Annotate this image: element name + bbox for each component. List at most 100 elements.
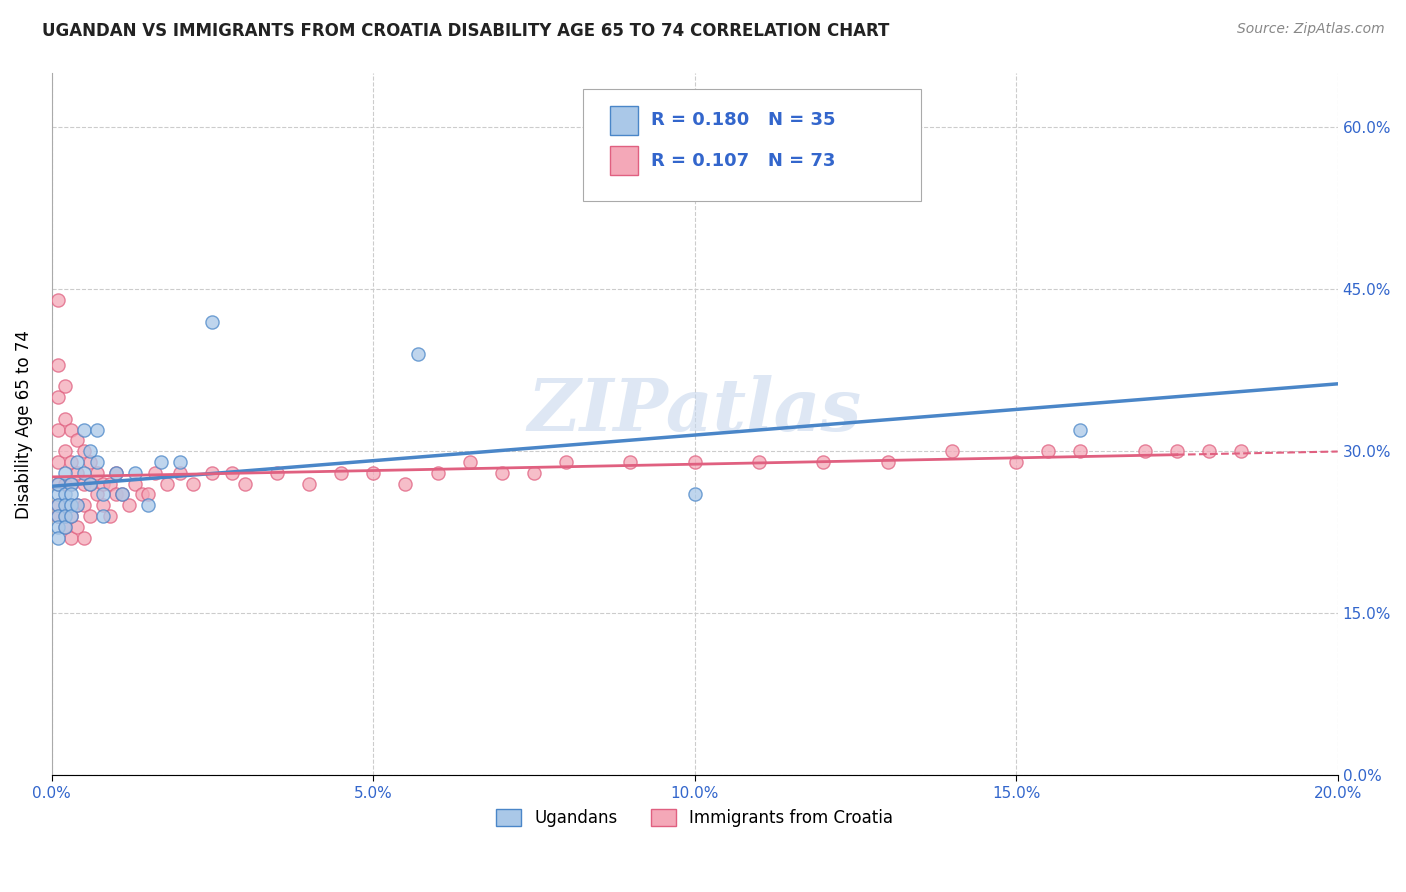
Point <box>66 466 89 480</box>
Point <box>105 466 128 480</box>
Point <box>73 531 96 545</box>
Point <box>1133 444 1156 458</box>
Point <box>86 423 108 437</box>
Point <box>46 390 69 404</box>
Point <box>60 531 83 545</box>
Point <box>53 476 76 491</box>
Point <box>60 509 83 524</box>
Point <box>169 455 191 469</box>
Point <box>181 476 204 491</box>
Point <box>105 487 128 501</box>
Point <box>118 498 141 512</box>
Point <box>201 466 224 480</box>
Point <box>46 423 69 437</box>
Point <box>1005 455 1028 469</box>
Point <box>406 347 429 361</box>
Point <box>60 498 83 512</box>
Point <box>46 476 69 491</box>
Point <box>73 444 96 458</box>
Point <box>98 509 121 524</box>
Point <box>1038 444 1060 458</box>
Legend: Ugandans, Immigrants from Croatia: Ugandans, Immigrants from Croatia <box>489 803 900 834</box>
Point <box>491 466 513 480</box>
Point <box>66 498 89 512</box>
Point <box>156 476 179 491</box>
Point <box>876 455 898 469</box>
Point <box>298 476 321 491</box>
Point <box>266 466 288 480</box>
Point <box>60 423 83 437</box>
Point <box>426 466 449 480</box>
Point <box>136 498 159 512</box>
Point <box>361 466 384 480</box>
Text: Source: ZipAtlas.com: Source: ZipAtlas.com <box>1237 22 1385 37</box>
Point <box>86 455 108 469</box>
Point <box>46 358 69 372</box>
Point <box>53 379 76 393</box>
Point <box>46 455 69 469</box>
Point <box>619 455 641 469</box>
Point <box>111 487 134 501</box>
Point <box>53 509 76 524</box>
Point <box>1069 444 1091 458</box>
Text: UGANDAN VS IMMIGRANTS FROM CROATIA DISABILITY AGE 65 TO 74 CORRELATION CHART: UGANDAN VS IMMIGRANTS FROM CROATIA DISAB… <box>42 22 890 40</box>
Point <box>46 520 69 534</box>
Point <box>555 455 578 469</box>
Point <box>60 455 83 469</box>
Point <box>79 444 101 458</box>
Text: R = 0.180   N = 35: R = 0.180 N = 35 <box>651 112 835 129</box>
Point <box>79 476 101 491</box>
Text: R = 0.107   N = 73: R = 0.107 N = 73 <box>651 152 835 169</box>
Point <box>53 487 76 501</box>
Point <box>53 520 76 534</box>
Point <box>221 466 243 480</box>
Point <box>683 455 706 469</box>
Point <box>66 455 89 469</box>
Y-axis label: Disability Age 65 to 74: Disability Age 65 to 74 <box>15 330 32 518</box>
Point <box>46 509 69 524</box>
Point <box>79 509 101 524</box>
Point <box>683 487 706 501</box>
Point <box>458 455 481 469</box>
Point <box>53 520 76 534</box>
Point <box>1069 423 1091 437</box>
Point <box>46 498 69 512</box>
Point <box>201 314 224 328</box>
Point <box>79 455 101 469</box>
Point <box>60 509 83 524</box>
Point <box>330 466 353 480</box>
Point <box>941 444 963 458</box>
Point <box>91 487 114 501</box>
Point <box>46 531 69 545</box>
Point <box>66 498 89 512</box>
Point <box>53 466 76 480</box>
Point <box>53 412 76 426</box>
Point <box>150 455 173 469</box>
Point <box>143 466 166 480</box>
Point <box>73 466 96 480</box>
Point <box>91 498 114 512</box>
Point <box>523 466 546 480</box>
Point <box>394 476 416 491</box>
Point <box>124 476 146 491</box>
Point <box>105 466 128 480</box>
Point <box>131 487 153 501</box>
Point <box>66 434 89 448</box>
Point <box>1198 444 1220 458</box>
Point <box>46 487 69 501</box>
Point <box>53 509 76 524</box>
Point <box>86 466 108 480</box>
Point <box>66 520 89 534</box>
Point <box>53 444 76 458</box>
Point <box>813 455 835 469</box>
Text: ZIPatlas: ZIPatlas <box>527 375 862 446</box>
Point <box>46 293 69 307</box>
Point <box>46 476 69 491</box>
Point <box>46 509 69 524</box>
Point <box>169 466 191 480</box>
Point <box>91 509 114 524</box>
Point <box>1230 444 1253 458</box>
Point <box>111 487 134 501</box>
Point <box>60 476 83 491</box>
Point <box>86 487 108 501</box>
